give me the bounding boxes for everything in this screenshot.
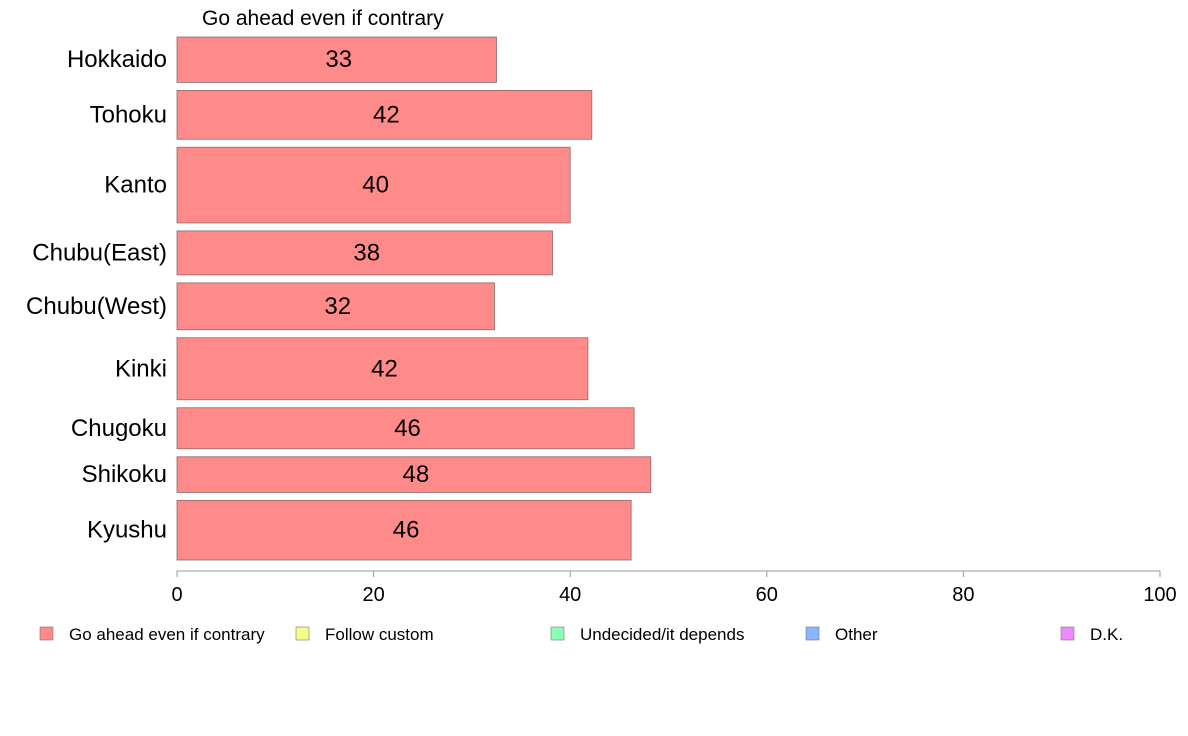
x-tick-label: 20 [362,584,384,606]
category-label: Kyushu [87,517,167,544]
data-label: 42 [373,101,400,128]
legend-label: Follow custom [325,625,434,644]
x-tick-label: 0 [171,584,182,606]
bars-group: Hokkaido 33 Tohoku 42 Kanto 40 Chubu(East) 38 Ch… [26,36,652,561]
data-label: 40 [362,172,389,199]
data-label: 32 [324,293,351,320]
legend-label: Undecided/it depends [580,625,744,644]
bar-shikoku [176,456,652,493]
data-label: 38 [353,239,380,266]
legend-label: Go ahead even if contrary [69,625,265,644]
x-axis: 0 20 40 60 80 100 [171,570,1177,606]
x-tick-label: 80 [952,584,974,606]
legend-swatch [550,626,565,641]
category-label: Shikoku [82,461,167,488]
category-label: Chugoku [71,415,167,442]
legend-swatch [295,626,310,641]
legend-swatch [39,626,54,641]
legend-label: D.K. [1090,625,1123,644]
category-label: Kanto [104,172,167,199]
category-label: Chubu(East) [32,239,167,266]
legend: Go ahead even if contrary Follow custom Un… [39,625,1123,644]
bar-chubu-west- [176,282,495,331]
category-label: Tohoku [90,101,167,128]
legend-label: Other [835,625,878,644]
data-label: 48 [403,461,430,488]
bar-kinki [176,337,589,401]
bar-kanto [176,146,571,224]
data-label: 33 [325,46,352,73]
data-label: 42 [371,355,398,382]
x-tick-label: 60 [756,584,778,606]
x-tick-label: 100 [1143,584,1176,606]
data-label: 46 [394,415,421,442]
bar-tohoku [176,90,593,140]
chart-title: Go ahead even if contrary [202,7,444,30]
bar-hokkaido [176,36,497,83]
category-label: Chubu(West) [26,293,167,320]
data-label: 46 [393,517,420,544]
bar-kyushu [176,500,632,561]
category-label: Kinki [115,355,167,382]
legend-swatch [805,626,820,641]
category-label: Hokkaido [67,46,167,73]
x-tick-label: 40 [559,584,581,606]
legend-swatch [1060,626,1075,641]
bar-chubu-east- [176,230,553,276]
bar-chugoku [176,407,635,450]
